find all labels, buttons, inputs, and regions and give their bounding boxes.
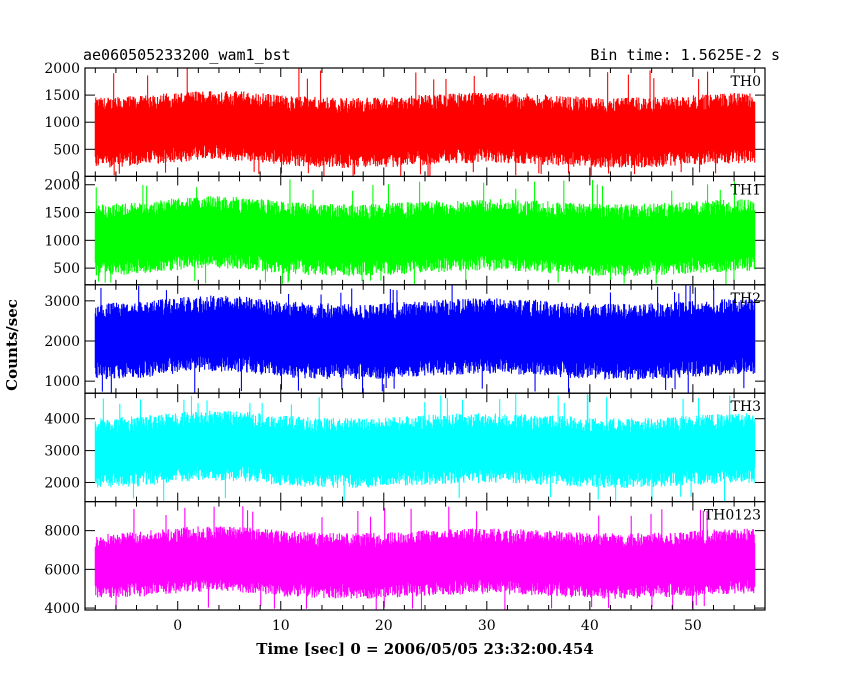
panel-th0123: 4000 6000 8000 TH0123 (44, 501, 766, 617)
bin-time-label: Bin time: 1.5625E-2 s (590, 46, 780, 64)
y-tick-label: 6000 (44, 562, 80, 578)
y-tick-label: 2000 (44, 334, 80, 350)
panel-label-th2: TH2 (731, 291, 761, 307)
y-tick-label: 2000 (44, 178, 80, 194)
y-tick-label: 1000 (44, 374, 80, 390)
y-tick-label: 1000 (44, 233, 80, 249)
y-tick-label: 8000 (44, 524, 80, 540)
y-tick-label: 3000 (44, 294, 80, 310)
y-tick-label: 1000 (44, 115, 80, 131)
x-tick-label: 10 (272, 618, 290, 634)
y-tick-label: 2000 (44, 61, 80, 77)
series-th0123 (94, 506, 756, 610)
series-th2 (94, 284, 756, 394)
series-th0 (94, 68, 756, 177)
panel-th3: 2000 3000 4000 TH3 (44, 392, 766, 503)
series-th3 (94, 393, 756, 502)
panel-th0: 0 500 1000 1500 2000 TH0 (44, 61, 766, 185)
y-tick-label: 4000 (44, 412, 80, 428)
y-tick-label: 2000 (44, 475, 80, 491)
y-tick-label: 500 (53, 261, 80, 277)
y-axis-label: Counts/sec (3, 299, 21, 391)
panel-label-th1: TH1 (731, 182, 761, 198)
series-th1 (94, 179, 756, 285)
y-tick-label: 0 (71, 169, 80, 185)
x-tick-label: 30 (478, 618, 496, 634)
y-tick-label: 1500 (44, 88, 80, 104)
x-tick-label: 0 (173, 618, 182, 634)
panel-label-th3: TH3 (731, 399, 761, 415)
panel-th1: 500 1000 1500 2000 TH1 (44, 175, 766, 286)
panel-label-th0: TH0 (731, 74, 761, 90)
x-tick-label: 20 (375, 618, 393, 634)
panel-th2: 1000 2000 3000 TH2 (44, 284, 766, 394)
x-tick-label: 40 (581, 618, 599, 634)
y-tick-label: 3000 (44, 444, 80, 460)
y-tick-label: 500 (53, 142, 80, 158)
x-axis-label: Time [sec] 0 = 2006/05/05 23:32:00.454 (256, 640, 593, 658)
x-tick-label: 50 (684, 618, 702, 634)
chart-title: ae060505233200_wam1_bst (83, 46, 291, 64)
y-tick-label: 4000 (44, 601, 80, 617)
y-tick-label: 1500 (44, 206, 80, 222)
panel-label-th0123: TH0123 (704, 508, 761, 524)
